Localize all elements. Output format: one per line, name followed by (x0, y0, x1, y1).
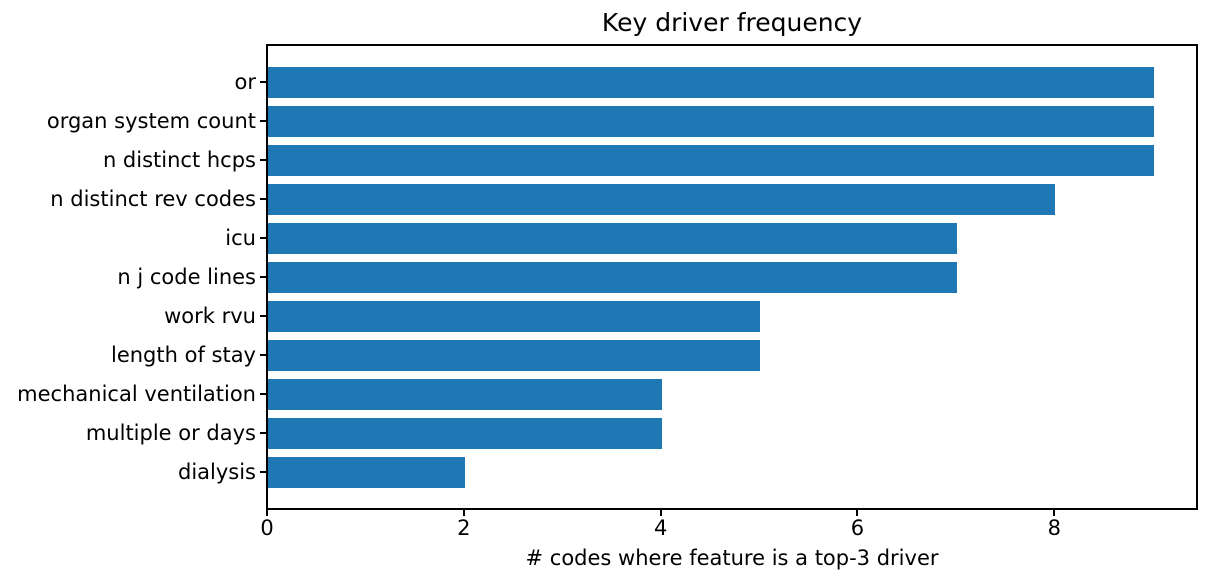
y-tick-mark (260, 81, 267, 83)
bar-n-j-code-lines (268, 261, 957, 293)
bar-n-distinct-rev-codes (268, 183, 1056, 215)
plot-area (266, 44, 1198, 510)
x-tick-label: 2 (457, 516, 471, 540)
y-tick-label: length of stay (110, 342, 256, 367)
bar-dialysis (268, 456, 465, 488)
bar-mechanical-ventilation (268, 378, 662, 410)
y-tick-mark (260, 276, 267, 278)
x-tick-label: 4 (653, 516, 668, 540)
y-tick-mark (260, 237, 267, 239)
y-tick-label: n distinct rev codes (50, 186, 256, 211)
y-tick-label: work rvu (164, 303, 256, 328)
bar-multiple-or-days (268, 417, 662, 449)
x-tick-mark (1053, 510, 1056, 516)
bar-n-distinct-hcps (268, 144, 1154, 176)
bar-icu (268, 222, 957, 254)
y-tick-mark (260, 393, 267, 395)
bar-work-rvu (268, 300, 761, 332)
y-tick-label: icu (225, 225, 256, 250)
y-tick-label: n j code lines (117, 264, 256, 289)
y-tick-mark (260, 315, 267, 317)
y-tick-label: or (234, 69, 256, 94)
y-tick-label: multiple or days (85, 420, 256, 445)
y-tick-label: n distinct hcps (102, 147, 256, 172)
x-tick-mark (462, 510, 465, 516)
bar-organ-system-count (268, 105, 1154, 137)
y-tick-label: mechanical ventilation (17, 381, 256, 406)
x-tick-label: 8 (1047, 516, 1061, 540)
y-tick-mark (260, 354, 267, 356)
y-tick-mark (260, 198, 267, 200)
y-tick-mark (260, 120, 267, 122)
x-axis-label: # codes where feature is a top-3 driver (525, 546, 939, 570)
y-tick-mark (260, 159, 267, 161)
y-tick-mark (260, 432, 267, 434)
x-tick-mark (659, 510, 662, 516)
y-tick-mark (260, 471, 267, 473)
x-tick-mark (856, 510, 859, 516)
bar-or (268, 66, 1154, 98)
x-tick-label: 6 (850, 516, 865, 540)
y-tick-label: dialysis (177, 459, 256, 484)
x-tick-mark (266, 510, 268, 516)
chart-title: Key driver frequency (601, 8, 863, 37)
bar-length-of-stay (268, 339, 761, 371)
y-tick-label: organ system count (46, 108, 256, 133)
x-tick-label: 0 (260, 516, 274, 540)
